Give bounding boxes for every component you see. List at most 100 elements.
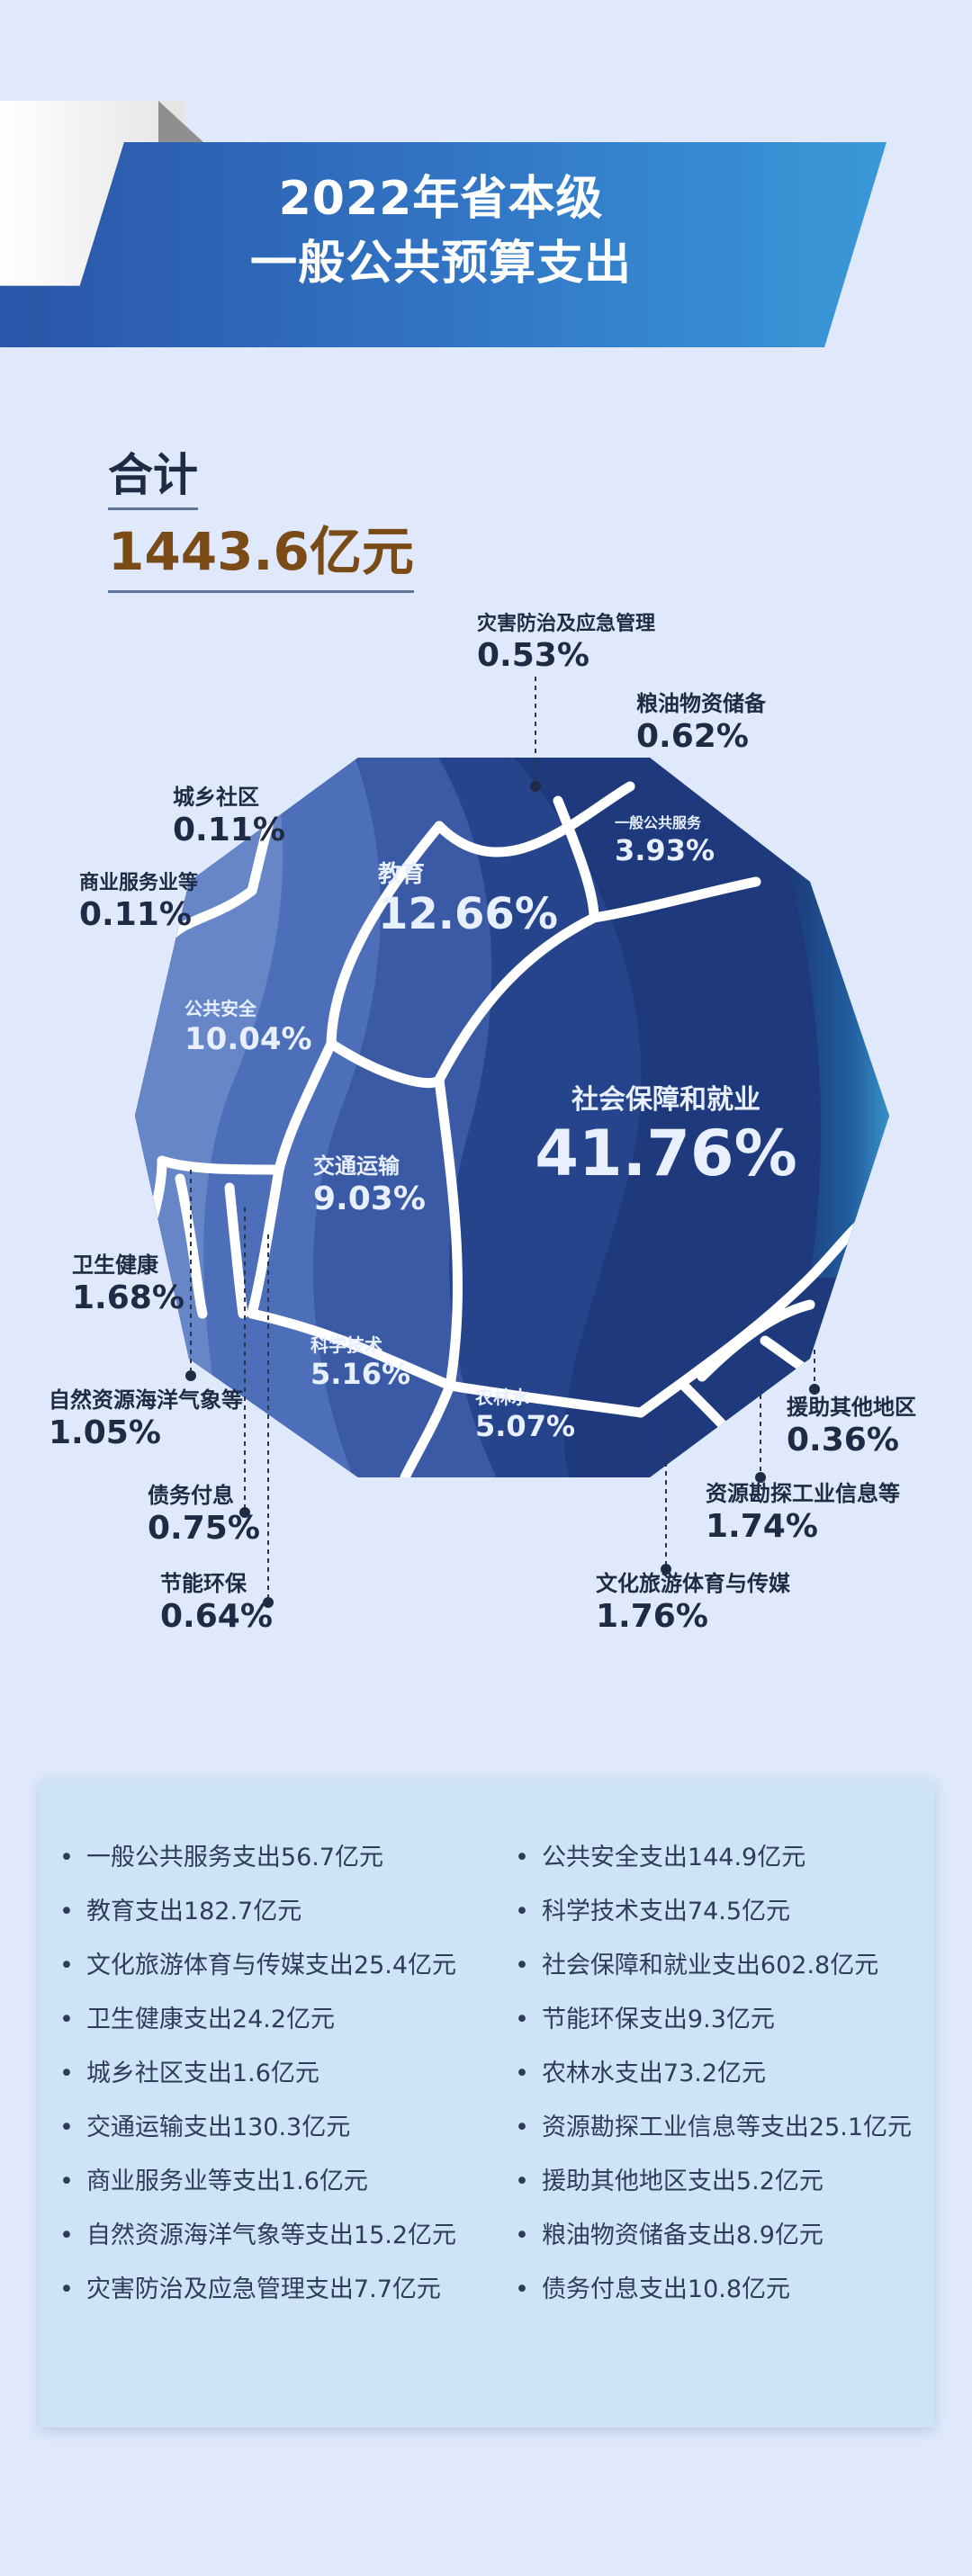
leader-dot-8 (755, 1472, 766, 1483)
slice-12-value: 0.64% (160, 1598, 273, 1635)
title-banner (0, 142, 886, 347)
left-list-item-1: • 教育支出182.7亿元 (59, 1891, 302, 1926)
slice-7-value: 1.76% (596, 1598, 708, 1635)
right-list-item-6: • 援助其他地区支出5.2亿元 (515, 2161, 824, 2196)
slice-0-value: 41.76% (535, 1117, 797, 1190)
expenditure-list-panel: • 一般公共服务支出56.7亿元 • 教育支出182.7亿元 • 文化旅游体育与传媒支出2… (40, 1780, 934, 2428)
left-list-text-8: 灾害防治及应急管理支出7.7亿元 (86, 2275, 441, 2303)
bullet-icon: • (515, 2168, 529, 2195)
right-list-text-5: 资源勘探工业信息等支出25.1亿元 (541, 2114, 913, 2141)
right-list-item-0: • 公共安全支出144.9亿元 (515, 1837, 806, 1872)
leader-dot-11 (239, 1507, 250, 1518)
slice-11-value: 0.75% (148, 1510, 260, 1547)
bullet-icon: • (515, 2114, 529, 2141)
right-list-item-2: • 社会保障和就业支出602.8亿元 (515, 1945, 878, 1980)
title-line-1: 2022年省本级 (278, 172, 604, 226)
slice-6-label: 一般公共服务 (615, 814, 702, 831)
slice-3-label: 交通运输 (313, 1153, 400, 1179)
slice-6-value: 3.93% (615, 833, 715, 867)
bullet-icon: • (59, 2221, 74, 2249)
left-list-text-2: 文化旅游体育与传媒支出25.4亿元 (86, 1952, 457, 1979)
slice-9-value: 1.68% (72, 1279, 184, 1316)
slice-5-label: 农林水 (474, 1387, 530, 1408)
banner-fold (158, 101, 203, 142)
slice-13-label: 粮油物资储备 (636, 691, 767, 716)
right-list-item-4: • 农林水支出73.2亿元 (515, 2053, 766, 2088)
right-list-item-8: • 债务付息支出10.8亿元 (515, 2269, 790, 2304)
slice-12-label: 节能环保 (160, 1571, 248, 1596)
right-list-text-8: 债务付息支出10.8亿元 (541, 2275, 791, 2303)
slice-0-label: 社会保障和就业 (572, 1084, 760, 1116)
slice-15-value: 0.36% (787, 1422, 899, 1459)
slice-1-label: 教育 (378, 860, 425, 888)
right-list-text-7: 粮油物资储备支出8.9亿元 (541, 2221, 824, 2249)
bullet-icon: • (515, 2060, 529, 2087)
slice-11-label: 债务付息 (148, 1483, 234, 1508)
bullet-icon: • (59, 2006, 74, 2033)
chart-body (135, 758, 889, 1477)
bullet-icon: • (515, 1898, 529, 1925)
bullet-icon: • (515, 2006, 529, 2033)
slice-5-value: 5.07% (475, 1409, 575, 1443)
left-list-item-7: • 自然资源海洋气象等支出15.2亿元 (59, 2215, 456, 2250)
leader-dot-10 (185, 1370, 196, 1381)
right-list-text-0: 公共安全支出144.9亿元 (541, 1844, 806, 1871)
right-list-text-2: 社会保障和就业支出602.8亿元 (541, 1952, 879, 1979)
right-list-item-7: • 粮油物资储备支出8.9亿元 (515, 2215, 824, 2250)
slice-10-value: 1.05% (49, 1414, 161, 1451)
slice-2-value: 10.04% (184, 1021, 312, 1057)
total-label: 合计 (108, 439, 198, 510)
slice-16-value: 0.11% (173, 812, 285, 848)
right-list-text-3: 节能环保支出9.3亿元 (541, 2006, 775, 2033)
slice-17-value: 0.11% (79, 896, 192, 933)
slice-8-value: 1.74% (706, 1508, 818, 1545)
slice-10-label: 自然资源海洋气象等 (49, 1387, 243, 1413)
right-list-text-1: 科学技术支出74.5亿元 (541, 1898, 791, 1925)
title-line-2: 一般公共预算支出 (249, 237, 632, 291)
leader-dot-12 (263, 1597, 274, 1608)
slice-16-label: 城乡社区 (173, 785, 259, 810)
right-list-item-5: • 资源勘探工业信息等支出25.1亿元 (515, 2107, 912, 2142)
bullet-icon: • (59, 2275, 74, 2303)
bullet-icon: • (515, 2275, 529, 2303)
slice-9-label: 卫生健康 (72, 1252, 159, 1278)
left-list-item-3: • 卫生健康支出24.2亿元 (59, 1999, 335, 2034)
page-title: 2022年省本级 一般公共预算支出 (162, 166, 720, 296)
bullet-icon: • (59, 2060, 74, 2087)
left-list-item-0: • 一般公共服务支出56.7亿元 (59, 1837, 383, 1872)
slice-1-value: 12.66% (378, 889, 558, 939)
left-list-text-7: 自然资源海洋气象等支出15.2亿元 (86, 2221, 457, 2249)
left-list-text-4: 城乡社区支出1.6亿元 (86, 2060, 320, 2087)
left-list-text-3: 卫生健康支出24.2亿元 (86, 2006, 336, 2033)
slice-13-value: 0.62% (636, 718, 749, 755)
right-list-item-1: • 科学技术支出74.5亿元 (515, 1891, 790, 1926)
bullet-icon: • (515, 1952, 529, 1979)
slice-17-label: 商业服务业等 (79, 871, 198, 894)
leader-dot-15 (809, 1384, 820, 1395)
bullet-icon: • (59, 1844, 74, 1871)
slice-8-label: 资源勘探工业信息等 (706, 1481, 900, 1506)
slice-4-label: 科学技术 (310, 1334, 382, 1356)
bullet-icon: • (515, 2221, 529, 2249)
left-list-text-6: 商业服务业等支出1.6亿元 (86, 2168, 368, 2195)
left-list-item-4: • 城乡社区支出1.6亿元 (59, 2053, 320, 2088)
slice-2-label: 公共安全 (184, 998, 257, 1019)
left-list-item-6: • 商业服务业等支出1.6亿元 (59, 2161, 368, 2196)
bullet-icon: • (59, 1898, 74, 1925)
leader-dot-7 (661, 1564, 671, 1575)
right-list-text-6: 援助其他地区支出5.2亿元 (541, 2168, 824, 2195)
bullet-icon: • (515, 1844, 529, 1871)
left-list-text-1: 教育支出182.7亿元 (86, 1898, 302, 1925)
total-value: 1443.6亿元 (108, 509, 414, 593)
slice-3-value: 9.03% (313, 1180, 426, 1217)
bullet-icon: • (59, 2168, 74, 2195)
bullet-icon: • (59, 2114, 74, 2141)
slice-15-label: 援助其他地区 (787, 1395, 916, 1420)
leader-dot-14 (530, 781, 541, 792)
left-list-item-2: • 文化旅游体育与传媒支出25.4亿元 (59, 1945, 456, 1980)
slice-14-value: 0.53% (477, 637, 590, 674)
slice-4-value: 5.16% (310, 1357, 410, 1391)
right-list-text-4: 农林水支出73.2亿元 (541, 2060, 767, 2087)
